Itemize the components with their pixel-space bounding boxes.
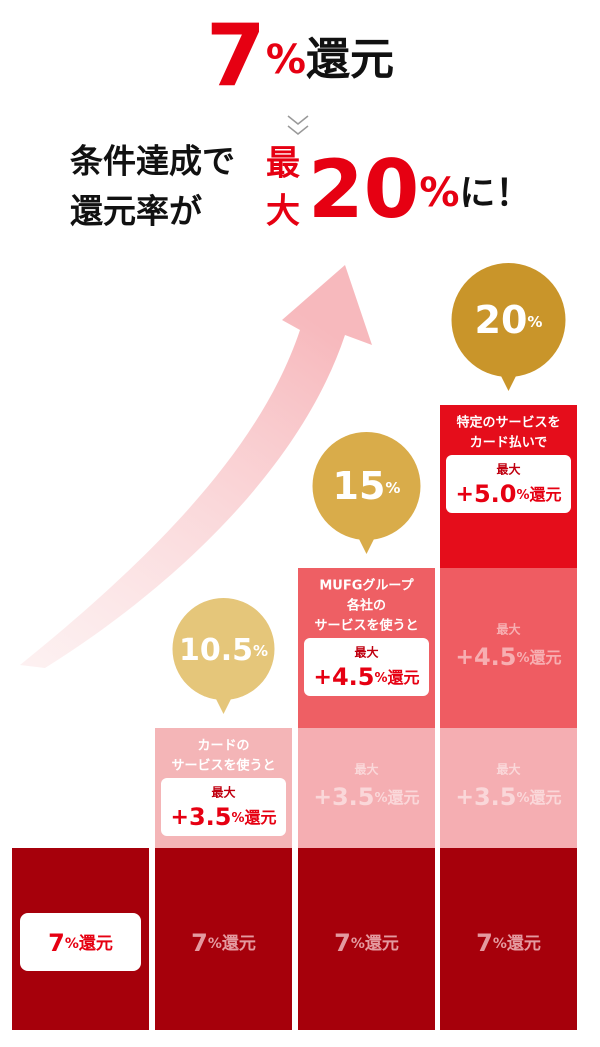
rising-arrow [20,265,372,668]
amount-suffix: 還元 [507,934,541,954]
amount: +4.5%還元 [314,663,420,691]
max-char: 最 [266,144,300,184]
amount-sign: + [171,805,189,830]
amount: 7%還元 [476,929,541,957]
amount-unit: % [351,936,365,952]
amount: +3.5%還元 [314,783,420,811]
amount: 7%還元 [334,929,399,957]
tier-max: 最大 [496,462,520,477]
amount-unit: % [374,791,387,806]
amount-number: 20 [475,298,528,342]
amount-unit: % [527,313,542,331]
amount-sign: + [456,482,474,507]
tier-caption: 各社の [346,598,386,614]
tier-caption: サービスを使うと [171,758,275,774]
bubble-pointer [214,696,233,714]
amount: 20% [475,298,543,342]
amount: 10.5% [179,633,268,668]
max-char: 大 [266,192,300,232]
amount-number: 4.5 [332,663,375,691]
amount: 20%に！ [308,143,531,236]
tier-max: 最大 [354,762,378,777]
amount: 15% [333,464,401,508]
amount-number: 7 [206,6,266,106]
amount-suffix: に！ [459,173,531,214]
amount-number: 7 [48,929,65,957]
amount-number: 5.0 [474,480,517,508]
tier-box [304,638,429,696]
amount-unit: % [493,936,507,952]
amount-unit: % [65,936,79,952]
amount-suffix: 還元 [244,808,276,827]
amount-number: 3.5 [189,803,232,831]
amount-number: 15 [333,464,386,508]
base-block [298,848,435,1030]
amount: +4.5%還元 [456,643,562,671]
amount-suffix: 還元 [529,788,561,807]
header-line: 条件達成で [70,142,235,181]
base-block [440,848,577,1030]
amount-unit: % [208,936,222,952]
tier-max: 最大 [354,645,378,660]
amount-sign: + [314,785,332,810]
chevrons [287,115,309,135]
tier-box [161,778,286,836]
tier-block [440,728,577,848]
amount-unit: % [516,791,529,806]
amount: +3.5%還元 [456,783,562,811]
base-box [20,913,141,971]
amount: 7%還元 [191,929,256,957]
amount-suffix: 還元 [306,34,394,85]
amount-sign: + [314,665,332,690]
amount: 7%還元 [206,6,394,106]
amount-suffix: 還元 [365,934,399,954]
amount-unit: % [516,488,529,503]
amount-number: 20 [308,143,419,236]
amount-number: 3.5 [332,783,375,811]
tier-caption: サービスを使うと [314,618,418,634]
amount: +5.0%還元 [456,480,562,508]
tier-caption: カード払いで [470,435,548,451]
amount-unit: % [231,811,244,826]
tier-caption: MUFGグループ [319,578,414,594]
amount-sign: + [456,785,474,810]
amount-sign: + [456,645,474,670]
amount-unit: % [385,479,400,497]
tier-max: 最大 [211,785,235,800]
amount: 7%還元 [48,929,113,957]
header-line: 還元率が [70,192,202,231]
amount-number: 4.5 [474,643,517,671]
amount-number: 7 [476,929,493,957]
amount-suffix: 還元 [387,668,419,687]
tier-max: 最大 [496,622,520,637]
base-block [155,848,292,1030]
bubble [312,432,421,540]
bubble [451,263,566,377]
amount-unit: % [419,170,459,216]
amount-suffix: 還元 [79,934,113,954]
amount-unit: % [374,671,387,686]
amount-suffix: 還元 [387,788,419,807]
tier-block [440,568,577,728]
tier-caption: カードの [197,739,249,754]
amount-number: 7 [334,929,351,957]
amount-unit: % [516,651,529,666]
tier-caption: 特定のサービスを [456,415,560,431]
bubble [172,598,275,700]
amount-unit: % [253,642,268,660]
amount-number: 7 [191,929,208,957]
amount: +3.5%還元 [171,803,277,831]
amount-suffix: 還元 [529,485,561,504]
tier-max: 最大 [496,762,520,777]
bubble-pointer [499,373,518,391]
amount-suffix: 還元 [529,648,561,667]
amount-unit: % [266,37,306,83]
amount-number: 3.5 [474,783,517,811]
bubble-pointer [357,536,376,554]
amount-number: 10.5 [179,633,253,668]
amount-suffix: 還元 [222,934,256,954]
tier-block [298,728,435,848]
tier-box [446,455,571,513]
